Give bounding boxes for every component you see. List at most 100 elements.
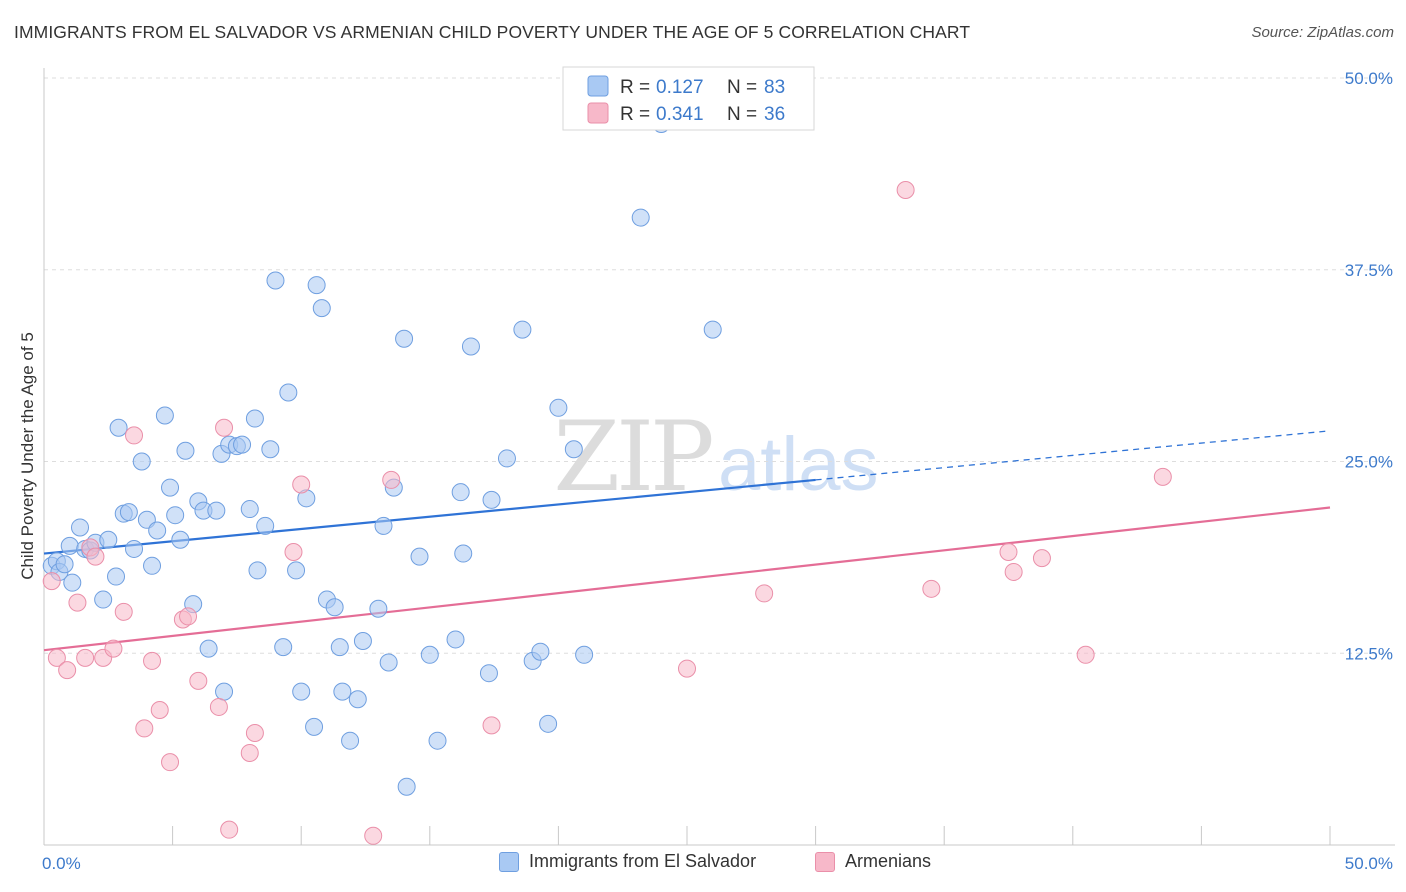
legend-n-value: 36 [764,104,785,125]
el-salvador-point [60,536,79,555]
armenians-point [1153,467,1172,486]
grid-lines [44,77,1395,654]
armenians-point [143,651,162,670]
el-salvador-point [143,556,162,575]
legend-n-label: N = [727,77,757,98]
armenians-point [678,659,696,678]
el-salvador-point [261,440,280,459]
el-salvador-point [325,598,344,617]
el-salvador-point [63,573,82,592]
el-salvador-point [233,435,252,454]
legend-swatch-armenians [815,851,835,872]
legend: R = 0.127 N = 83 R = 0.341 N = 36 [562,66,815,131]
el-salvador-point [410,547,429,566]
el-salvador-point [564,440,583,459]
el-salvador-point [330,638,349,657]
el-salvador-point [245,409,264,428]
el-salvador-point [109,418,128,437]
el-salvador-point [549,398,568,417]
legend-item-el-salvador: Immigrants from El Salvador [499,851,756,872]
armenians-point [220,820,239,839]
el-salvador-point [155,406,174,425]
el-salvador-point [305,717,324,736]
x-tick-label: 50.0% [1345,854,1393,873]
watermark-zip: ZIP [553,401,712,513]
el-salvador-trend-extension [815,430,1331,481]
watermark-atlas: atlas [718,422,879,507]
armenians-point [104,639,123,658]
el-salvador-point [161,478,180,497]
armenians-point [161,753,180,772]
el-salvador-point [513,320,532,339]
armenians-point [245,724,264,743]
el-salvador-point [107,567,126,586]
legend-n-label: N = [727,104,757,125]
armenians-point [86,547,105,566]
armenians-point [1076,645,1095,664]
y-tick-label: 25.0% [1345,453,1393,472]
el-salvador-point [631,208,650,227]
el-salvador-point [451,483,470,502]
el-salvador-point [454,544,473,563]
legend-r-value: 0.127 [656,77,704,98]
legend-label-el-salvador: Immigrants from El Salvador [529,851,757,871]
el-salvador-point [575,645,594,664]
data-points [42,115,1172,845]
y-tick-label: 50.0% [1345,69,1393,88]
legend-label-armenians: Armenians [845,851,932,871]
el-salvador-point [176,441,195,460]
el-salvador-point [369,599,388,618]
el-salvador-point [482,490,501,509]
armenians-point [215,418,234,437]
el-salvador-point [379,653,398,672]
armenians-point [114,602,133,621]
armenians-point [68,593,87,612]
series-legend: Immigrants from El Salvador Armenians [0,851,1406,877]
legend-item-armenians: Armenians [815,851,931,872]
el-salvador-point [397,777,416,796]
legend-swatch-pink [587,102,609,124]
armenians-point [922,579,941,598]
armenians-point [755,584,774,603]
legend-r-value: 0.341 [656,104,704,125]
el-salvador-point [99,530,118,549]
el-salvador-point [420,645,439,664]
armenians-point [1032,549,1051,568]
armenians-point [482,716,501,735]
el-salvador-point [461,337,480,356]
el-salvador-point [307,276,326,295]
y-tick-label: 12.5% [1345,644,1393,663]
armenians-point [42,572,61,591]
el-salvador-point [148,521,167,540]
el-salvador-point [256,516,275,535]
el-salvador-point [55,555,74,574]
legend-swatch-el-salvador [499,851,519,872]
el-salvador-point [279,383,298,402]
el-salvador-point [703,320,722,339]
el-salvador-point [166,506,185,525]
el-salvador-point [341,731,360,750]
y-tick-label: 37.5% [1345,261,1393,280]
el-salvador-point [531,642,550,661]
el-salvador-point [353,631,372,650]
el-salvador-point [171,530,190,549]
el-salvador-point [374,516,393,535]
armenians-point [240,743,259,762]
armenians-point [896,180,915,199]
el-salvador-point [248,561,267,580]
armenians-point [150,701,169,720]
el-salvador-point [199,639,218,658]
el-salvador-point [333,682,352,701]
armenians-point [135,719,154,738]
el-salvador-point [266,271,285,290]
axes [43,68,1395,846]
el-salvador-trend-line [43,478,816,555]
el-salvador-point [207,501,226,520]
tick-labels: 12.5% 25.0% 37.5% 50.0% 0.0% 50.0% [42,69,1393,873]
el-salvador-point [71,518,90,537]
armenians-point [179,607,198,626]
legend-swatch-blue [587,75,609,97]
el-salvador-point [132,452,151,471]
armenians-point [189,671,208,690]
